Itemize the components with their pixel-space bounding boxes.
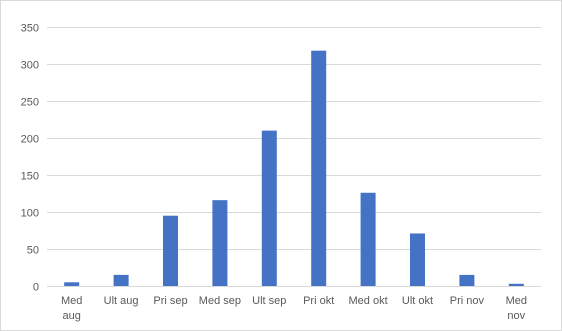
x-tick-label: Ult aug xyxy=(104,295,139,307)
bars xyxy=(64,50,524,287)
gridlines xyxy=(47,27,541,287)
x-tick-label: Pri sep xyxy=(153,295,187,307)
bar xyxy=(212,200,228,286)
x-tick-label: Med sep xyxy=(199,295,241,307)
y-tick-label: 300 xyxy=(21,60,39,72)
x-tick-label: Pri nov xyxy=(450,295,485,307)
y-tick-label: 100 xyxy=(21,208,39,220)
x-tick-label: Med nov xyxy=(506,295,527,322)
y-axis-ticks: 0 50 100 150 200 250 300 350 xyxy=(21,23,39,294)
x-tick-label: Ult sep xyxy=(252,295,286,307)
y-tick-label: 50 xyxy=(27,245,39,257)
bar xyxy=(459,274,475,286)
y-tick-label: 0 xyxy=(33,282,39,294)
y-tick-label: 250 xyxy=(21,97,39,109)
bar xyxy=(360,192,376,286)
x-tick-label: Med okt xyxy=(349,295,388,307)
bar xyxy=(508,283,524,286)
bar xyxy=(311,50,327,287)
x-tick-label: Pri okt xyxy=(303,295,334,307)
bar xyxy=(113,274,129,286)
x-tick-label: Med aug xyxy=(61,295,82,322)
y-tick-label: 350 xyxy=(21,23,39,35)
bar xyxy=(163,215,178,286)
bar xyxy=(261,130,277,286)
y-tick-label: 200 xyxy=(21,134,39,146)
bar xyxy=(64,282,80,286)
x-tick-label: Ult okt xyxy=(402,295,433,307)
y-tick-label: 150 xyxy=(21,171,39,183)
bar xyxy=(410,233,425,286)
x-axis-ticks: Med aug Ult aug Pri sep Med sep Ult sep Pri ok… xyxy=(61,295,527,322)
